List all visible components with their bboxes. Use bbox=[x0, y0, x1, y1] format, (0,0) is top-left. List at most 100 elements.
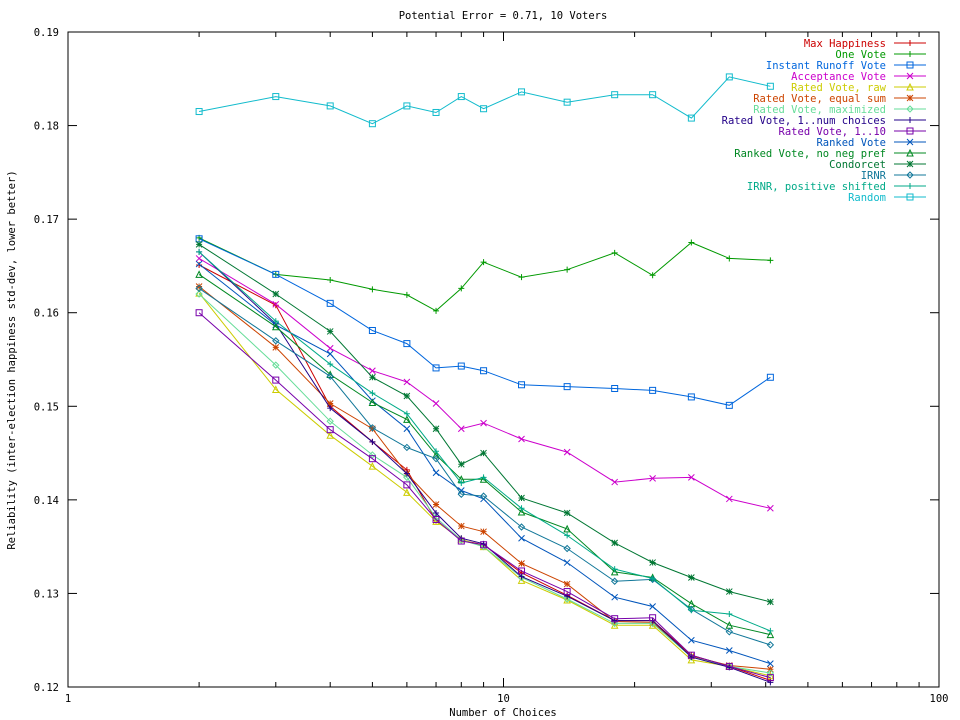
legend-marker bbox=[906, 148, 914, 157]
series-11 bbox=[195, 241, 774, 606]
series-line bbox=[199, 76, 771, 125]
data-point bbox=[403, 291, 410, 298]
data-point bbox=[611, 385, 619, 393]
data-point bbox=[563, 580, 571, 588]
data-point bbox=[611, 539, 619, 547]
data-point bbox=[726, 255, 733, 262]
y-tick-label: 0.18 bbox=[34, 121, 59, 133]
data-point bbox=[369, 373, 376, 381]
data-point bbox=[518, 435, 525, 443]
legend-marker bbox=[906, 171, 914, 179]
data-point bbox=[433, 448, 440, 455]
data-point bbox=[687, 114, 695, 122]
data-point bbox=[766, 373, 774, 381]
data-point bbox=[518, 573, 525, 580]
data-point bbox=[563, 544, 571, 553]
x-tick-label: 1 bbox=[65, 693, 71, 705]
data-point bbox=[480, 419, 487, 427]
data-point bbox=[517, 576, 526, 584]
y-axis-label: Reliability (inter-election happiness st… bbox=[6, 170, 18, 549]
data-point bbox=[327, 405, 334, 412]
data-point bbox=[766, 674, 774, 682]
data-point bbox=[649, 575, 656, 582]
x-tick-label: 100 bbox=[930, 693, 949, 705]
data-point bbox=[403, 102, 411, 110]
legend-marker bbox=[906, 61, 914, 69]
data-point bbox=[403, 392, 411, 400]
legend-label: Rated Vote, 1..num choices bbox=[722, 115, 886, 127]
data-point bbox=[563, 509, 571, 517]
data-point bbox=[195, 255, 203, 262]
data-point bbox=[611, 91, 619, 99]
data-point bbox=[369, 390, 376, 397]
data-point bbox=[403, 481, 411, 489]
data-point bbox=[195, 270, 203, 278]
data-point bbox=[272, 93, 280, 101]
data-point bbox=[480, 541, 488, 549]
data-point bbox=[326, 299, 334, 307]
data-point bbox=[766, 630, 775, 639]
data-point bbox=[326, 102, 334, 110]
y-tick-label: 0.13 bbox=[34, 588, 59, 600]
data-point bbox=[767, 257, 774, 264]
legend-marker bbox=[906, 105, 914, 113]
data-point bbox=[610, 619, 619, 628]
data-point bbox=[563, 524, 571, 533]
data-point bbox=[432, 501, 440, 508]
series-line bbox=[198, 264, 771, 681]
data-point bbox=[480, 259, 487, 266]
data-point bbox=[272, 318, 279, 325]
legend-label: Max Happiness bbox=[804, 38, 886, 50]
y-tick-label: 0.17 bbox=[34, 214, 59, 226]
series-line bbox=[198, 257, 771, 509]
data-point bbox=[369, 367, 376, 375]
data-point bbox=[767, 627, 774, 634]
legend-marker bbox=[907, 117, 913, 123]
data-point bbox=[649, 614, 657, 622]
chart-title: Potential Error = 0.71, 10 Voters bbox=[399, 10, 608, 22]
data-point bbox=[649, 603, 656, 610]
data-point bbox=[432, 516, 440, 524]
data-point bbox=[272, 300, 280, 308]
legend-label: IRNR, positive shifted bbox=[747, 181, 886, 193]
data-point bbox=[368, 455, 376, 463]
legend-marker bbox=[906, 94, 914, 102]
data-point bbox=[369, 425, 376, 433]
data-point bbox=[326, 350, 334, 358]
data-point bbox=[368, 120, 376, 128]
data-point bbox=[403, 470, 410, 477]
data-point bbox=[563, 98, 571, 106]
data-point bbox=[368, 424, 377, 432]
data-point bbox=[457, 537, 465, 545]
data-point bbox=[326, 328, 334, 335]
data-point bbox=[432, 450, 440, 459]
data-point bbox=[457, 460, 465, 468]
data-point bbox=[563, 448, 571, 456]
data-point bbox=[563, 595, 571, 603]
data-point bbox=[457, 362, 465, 370]
data-point bbox=[518, 88, 526, 96]
legend-marker bbox=[907, 183, 913, 189]
data-point bbox=[610, 577, 619, 585]
data-point bbox=[327, 276, 334, 283]
data-point bbox=[457, 425, 465, 433]
data-point bbox=[610, 567, 619, 576]
series-3 bbox=[195, 255, 774, 512]
data-point bbox=[687, 651, 695, 659]
data-point bbox=[688, 636, 695, 644]
series-2 bbox=[195, 235, 774, 409]
data-point bbox=[518, 567, 526, 575]
data-point bbox=[611, 478, 619, 486]
data-point bbox=[457, 93, 465, 101]
data-point bbox=[767, 504, 774, 512]
data-point bbox=[403, 410, 410, 417]
legend-marker bbox=[906, 72, 914, 80]
data-point bbox=[326, 372, 334, 381]
data-point bbox=[326, 431, 335, 439]
data-point bbox=[766, 641, 775, 649]
data-point bbox=[326, 344, 334, 352]
legend-marker bbox=[906, 138, 914, 146]
legend-label: Rated Vote, equal sum bbox=[753, 93, 886, 105]
data-point bbox=[649, 91, 657, 99]
